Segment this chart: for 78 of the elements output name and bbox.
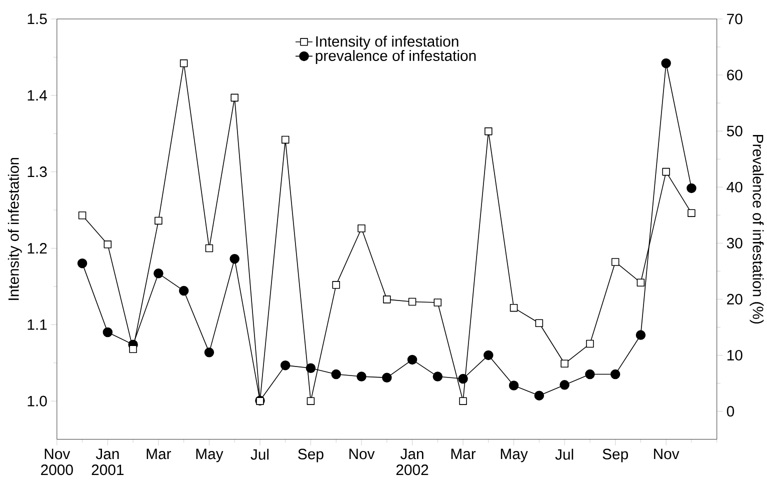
x-tick-label: Sep [602, 448, 628, 462]
y-tick-label: 1.1 [28, 319, 47, 330]
point [178, 286, 189, 296]
y-tick-label: 1.0 [28, 396, 47, 406]
point [230, 94, 238, 102]
point [104, 240, 112, 248]
y2-tick-label: 70 [727, 14, 742, 24]
point [560, 380, 570, 390]
point [535, 319, 544, 327]
point [332, 280, 340, 289]
point [331, 369, 341, 380]
point [358, 224, 366, 232]
point [586, 340, 594, 348]
point [77, 258, 88, 268]
y-tick-label: 1.5 [28, 14, 47, 24]
point [180, 59, 188, 68]
x-tick-label: Mar [146, 448, 172, 460]
point [686, 183, 696, 194]
point [432, 372, 443, 382]
point [205, 244, 214, 252]
x-tick-label: May [196, 448, 224, 462]
point [281, 136, 290, 144]
point [408, 298, 416, 306]
point [306, 397, 315, 405]
point [154, 216, 162, 225]
point [434, 298, 442, 306]
x-tick-label: Jan 2002 [396, 448, 428, 476]
x-tick-label: Sep [298, 448, 324, 462]
x-tick-label: Nov 2000 [41, 448, 73, 476]
point [636, 330, 646, 340]
point [534, 390, 544, 400]
y2-tick-label: 30 [726, 238, 742, 248]
point [610, 369, 620, 380]
point [585, 369, 595, 380]
point [356, 372, 366, 382]
point [230, 254, 240, 264]
x-tick-label: May [500, 448, 528, 462]
y2-tick-label: 60 [727, 70, 742, 80]
point [459, 397, 467, 405]
point [636, 278, 645, 286]
point [688, 209, 696, 217]
x-tick-label: Jul [555, 448, 574, 460]
point [382, 372, 392, 382]
point [484, 127, 492, 136]
point [484, 350, 494, 360]
y-tick-label: 1.4 [28, 90, 47, 100]
point [661, 58, 671, 68]
y2-tick-label: 20 [727, 294, 742, 304]
point [662, 168, 670, 176]
y-tick-label: 1.3 [28, 166, 47, 177]
point [407, 354, 418, 364]
point [560, 360, 568, 368]
point [204, 347, 214, 358]
x-tick-label: Nov [654, 448, 680, 460]
x-tick-label: Jul [250, 448, 269, 460]
x-tick-label: Jan 2001 [92, 448, 124, 476]
x-tick-label: Mar [451, 448, 476, 460]
legend-label: Intensity of infestation [316, 36, 458, 50]
point [458, 374, 468, 384]
y-axis-title: Intensity of infestation [8, 158, 22, 300]
point [78, 211, 86, 220]
point [129, 345, 137, 353]
point [102, 327, 113, 338]
y2-tick-label: 0 [726, 406, 734, 416]
y2-tick-label: 10 [727, 350, 742, 360]
y2-tick-label: 40 [726, 182, 742, 192]
point [611, 258, 620, 266]
point [508, 380, 519, 390]
y-tick-label: 1.2 [28, 242, 47, 254]
point [306, 363, 316, 373]
point [510, 304, 518, 312]
point [383, 295, 391, 304]
y2-axis-title: Prevalence of infestation (%) [750, 134, 764, 324]
x-tick-label: Nov [349, 448, 375, 460]
point [280, 360, 290, 370]
point [154, 268, 164, 278]
y2-tick-label: 50 [726, 126, 742, 136]
legend-label: prevalence of infestation [316, 50, 476, 64]
